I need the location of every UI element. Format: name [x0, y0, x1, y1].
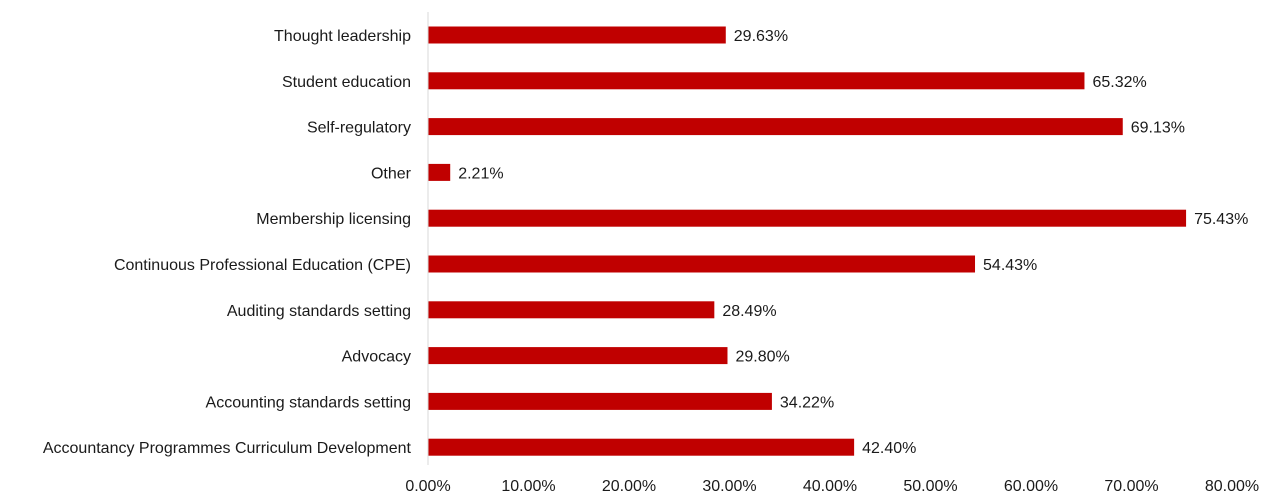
bar: [428, 255, 976, 273]
bar: [428, 347, 728, 365]
category-label: Self-regulatory: [307, 120, 411, 137]
data-label: 54.43%: [983, 257, 1037, 274]
data-label: 42.40%: [862, 440, 916, 457]
bars: [428, 26, 1187, 456]
data-label: 34.22%: [780, 394, 834, 411]
x-tick-label: 50.00%: [903, 478, 957, 495]
bar: [428, 118, 1123, 136]
bar: [428, 438, 855, 456]
x-tick-label: 40.00%: [803, 478, 857, 495]
category-label: Other: [371, 165, 412, 182]
bar: [428, 209, 1187, 227]
data-label: 29.80%: [735, 349, 789, 366]
bar: [428, 301, 715, 319]
data-label: 29.63%: [734, 28, 788, 45]
category-label: Accounting standards setting: [206, 394, 411, 411]
x-axis-tick-labels: 0.00% 10.00% 20.00% 30.00% 40.00% 50.00% 60.00…: [405, 478, 1259, 495]
x-tick-label: 80.00%: [1205, 478, 1259, 495]
data-label: 28.49%: [722, 303, 776, 320]
category-label: Advocacy: [342, 349, 411, 366]
category-label: Auditing standards setting: [227, 303, 411, 320]
data-label: 65.32%: [1092, 74, 1146, 91]
x-tick-label: 20.00%: [602, 478, 656, 495]
x-tick-label: 60.00%: [1004, 478, 1058, 495]
bar: [428, 392, 772, 410]
bar: [428, 72, 1085, 90]
x-tick-label: 0.00%: [405, 478, 450, 495]
x-tick-label: 70.00%: [1104, 478, 1158, 495]
data-label: 75.43%: [1194, 211, 1248, 228]
data-label: 69.13%: [1131, 120, 1185, 137]
bar: [428, 26, 726, 44]
category-label: Continuous Professional Education (CPE): [114, 257, 411, 274]
category-labels: Thought leadership Student education Self-…: [43, 28, 412, 457]
bar: [428, 163, 451, 181]
data-label: 2.21%: [458, 165, 503, 182]
category-label: Membership licensing: [256, 211, 411, 228]
category-label: Student education: [282, 74, 411, 91]
category-label: Thought leadership: [274, 28, 411, 45]
x-tick-label: 30.00%: [702, 478, 756, 495]
category-label: Accountancy Programmes Curriculum Develo…: [43, 440, 412, 457]
x-tick-label: 10.00%: [501, 478, 555, 495]
value-labels: 29.63% 65.32% 69.13% 2.21% 75.43% 54.43% 28.49…: [458, 28, 1248, 457]
